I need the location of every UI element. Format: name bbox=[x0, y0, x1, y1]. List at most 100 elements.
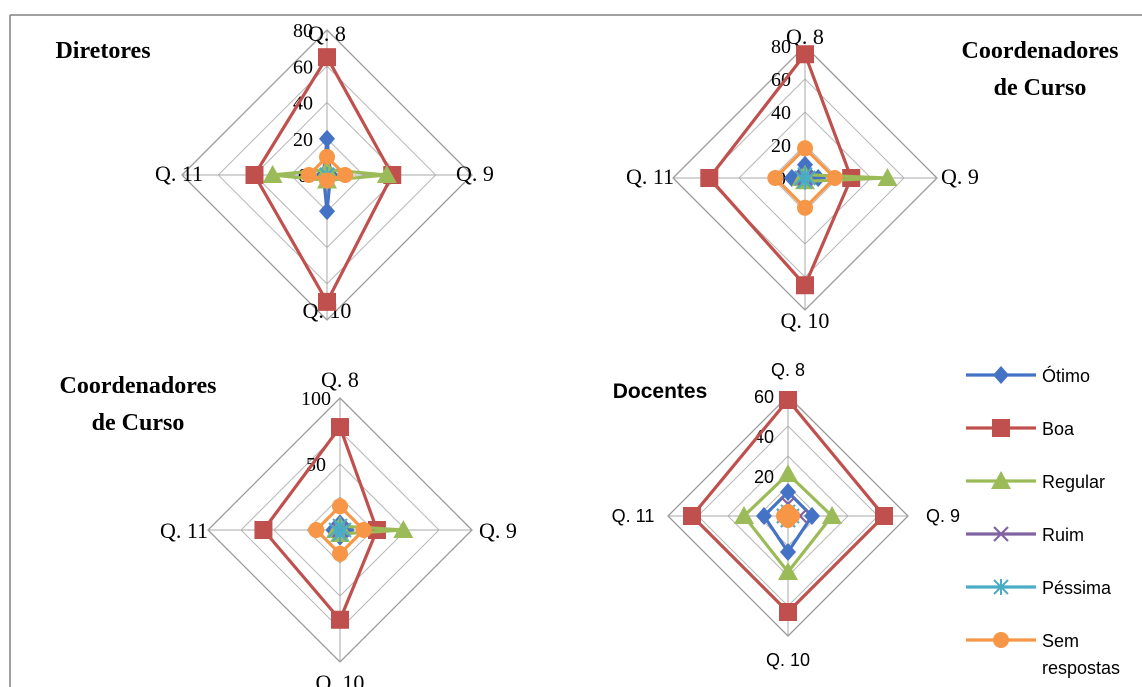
legend-label: Péssima bbox=[1042, 578, 1112, 598]
legend-label: respostas bbox=[1042, 658, 1120, 678]
axis-tick-label: 20 bbox=[293, 129, 313, 151]
data-point-boa bbox=[796, 45, 814, 64]
axis-tick-label: 60 bbox=[754, 387, 774, 407]
category-label: Q. 8 bbox=[771, 360, 805, 380]
category-label: Q. 10 bbox=[781, 308, 830, 333]
data-point-sem-respostas bbox=[767, 170, 784, 186]
data-point-boa bbox=[254, 521, 273, 539]
data-point-otimo bbox=[756, 507, 772, 525]
data-point-boa bbox=[318, 48, 336, 67]
data-point-sem-respostas bbox=[300, 167, 317, 183]
legend-item-regular: Regular bbox=[966, 471, 1105, 492]
legend-marker bbox=[993, 526, 1009, 542]
data-point-boa bbox=[796, 276, 814, 295]
data-point-pessima bbox=[793, 170, 810, 186]
category-label: Q. 9 bbox=[456, 161, 494, 186]
legend-marker bbox=[992, 419, 1010, 437]
legend-label: Ruim bbox=[1042, 525, 1084, 545]
category-label: Q. 11 bbox=[155, 161, 203, 186]
data-point-sem-respostas bbox=[826, 170, 843, 186]
chart-title: de Curso bbox=[994, 75, 1087, 101]
category-label: Q. 10 bbox=[766, 650, 810, 670]
legend-marker bbox=[993, 632, 1009, 648]
data-point-sem-respostas bbox=[355, 522, 372, 538]
category-label: Q. 9 bbox=[941, 164, 979, 189]
axis-tick-label: 40 bbox=[754, 427, 774, 447]
chart-title: Docentes bbox=[613, 380, 708, 403]
data-point-regular bbox=[376, 165, 397, 183]
axis-tick-label: 100 bbox=[301, 388, 331, 410]
category-label: Q. 8 bbox=[321, 367, 359, 392]
legend-label: Boa bbox=[1042, 419, 1075, 439]
axis-tick-label: 60 bbox=[293, 56, 313, 78]
category-label: Q. 11 bbox=[612, 506, 655, 526]
category-label: Q. 10 bbox=[316, 670, 365, 687]
data-point-boa bbox=[875, 507, 893, 525]
category-label: Q. 11 bbox=[626, 164, 674, 189]
axis-tick-label: 50 bbox=[306, 454, 326, 476]
data-point-otimo bbox=[319, 129, 335, 148]
data-point-regular bbox=[734, 506, 754, 524]
data-point-boa bbox=[331, 418, 349, 437]
category-label: Q. 9 bbox=[479, 518, 517, 543]
data-point-sem-respostas bbox=[332, 498, 348, 515]
chart-legend: Ótimo Boa Regular Ruim Péssima Sem respostas bbox=[966, 365, 1120, 678]
category-label: Q. 9 bbox=[926, 506, 960, 526]
data-point-regular bbox=[262, 165, 283, 183]
data-point-pessima bbox=[328, 522, 344, 538]
data-point-regular bbox=[393, 520, 414, 538]
legend-item-boa: Boa bbox=[966, 419, 1075, 439]
data-point-otimo bbox=[804, 507, 820, 525]
data-point-sem-respostas bbox=[776, 508, 792, 524]
axis-tick-label: 80 bbox=[293, 20, 313, 42]
data-point-boa bbox=[779, 603, 797, 621]
legend-marker bbox=[991, 471, 1011, 489]
data-point-otimo bbox=[319, 202, 335, 221]
legend-label: Ótimo bbox=[1042, 365, 1090, 386]
axis-tick-label: 20 bbox=[754, 467, 774, 487]
data-point-regular bbox=[778, 562, 798, 580]
legend-label: Regular bbox=[1042, 472, 1105, 492]
data-point-boa bbox=[318, 292, 336, 311]
axis-tick-label: 80 bbox=[771, 36, 791, 58]
data-point-boa bbox=[367, 521, 386, 539]
category-label: Q. 11 bbox=[160, 518, 208, 543]
data-point-otimo bbox=[780, 483, 796, 501]
data-point-sem-respostas bbox=[319, 148, 335, 165]
data-point-regular bbox=[822, 506, 842, 524]
chart-title: de Curso bbox=[92, 410, 185, 436]
data-point-sem-respostas bbox=[797, 199, 813, 216]
category-label: Q. 8 bbox=[308, 21, 346, 46]
data-point-sem-respostas bbox=[337, 167, 354, 183]
data-point-boa bbox=[683, 507, 701, 525]
data-point-sem-respostas bbox=[332, 545, 348, 562]
legend-item-pessima: Péssima bbox=[966, 578, 1112, 598]
legend-item-ruim: Ruim bbox=[966, 525, 1084, 545]
legend-item-otimo: Ótimo bbox=[966, 365, 1090, 386]
category-label: Q. 8 bbox=[786, 24, 824, 49]
legend-marker bbox=[993, 579, 1009, 595]
data-point-boa bbox=[700, 169, 719, 187]
legend-label: Sem bbox=[1042, 631, 1079, 651]
axis-tick-label: 60 bbox=[771, 69, 791, 91]
axis-tick-label: 20 bbox=[771, 135, 791, 157]
chart-title: Coordenadores bbox=[962, 38, 1119, 64]
data-point-regular bbox=[877, 168, 898, 186]
radar-chart-2: 020406080Q. 8Q. 9Q. 10Q. 11Coordenadores… bbox=[626, 24, 1118, 333]
data-point-boa bbox=[779, 391, 797, 409]
data-point-sem-respostas bbox=[319, 172, 335, 189]
chart-title: Coordenadores bbox=[60, 373, 217, 399]
chart-title: Diretores bbox=[55, 38, 150, 64]
axis-tick-label: 40 bbox=[293, 93, 313, 115]
radar-chart-3: 050100Q. 8Q. 9Q. 10Q. 11Coordenadoresde … bbox=[60, 367, 517, 687]
data-point-otimo bbox=[780, 543, 796, 561]
axis-tick-label: 40 bbox=[771, 102, 791, 124]
legend-item-sem-respostas: Sem respostas bbox=[966, 631, 1120, 678]
data-point-regular bbox=[778, 464, 798, 482]
data-point-sem-respostas bbox=[308, 522, 325, 538]
legend-marker bbox=[993, 366, 1009, 384]
data-point-sem-respostas bbox=[797, 140, 813, 157]
data-point-boa bbox=[245, 166, 264, 184]
